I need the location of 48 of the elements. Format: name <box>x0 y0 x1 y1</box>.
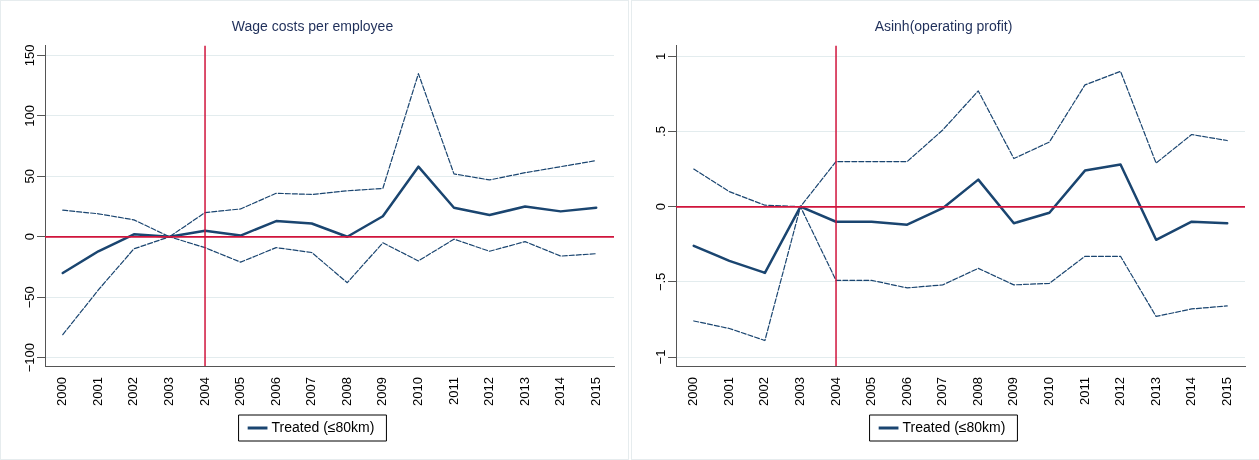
x-tick-label: 2001 <box>720 377 736 406</box>
legend-label: Treated (≤80km) <box>902 418 1006 435</box>
x-tick-label: 2000 <box>54 377 70 406</box>
x-tick-label: 2007 <box>303 377 319 406</box>
chart-title: Wage costs per employee <box>231 18 394 35</box>
x-tick-label: 2003 <box>792 377 808 406</box>
y-tick-label: −50 <box>22 286 38 309</box>
x-tick-label: 2007 <box>934 377 950 406</box>
x-tick-label: 2014 <box>1183 377 1199 406</box>
x-tick-label: 2006 <box>898 377 914 406</box>
y-tick-label: 100 <box>22 105 38 127</box>
x-tick-label: 2010 <box>409 377 425 406</box>
x-tick-label: 2006 <box>267 377 283 406</box>
x-tick-label: 2005 <box>863 377 879 406</box>
x-tick-label: 2012 <box>481 377 497 406</box>
x-tick-label: 2009 <box>374 377 390 406</box>
x-tick-label: 2015 <box>587 377 603 406</box>
x-tick-label: 2015 <box>1218 377 1234 406</box>
y-tick-label: −.5 <box>653 272 669 292</box>
x-tick-label: 2008 <box>338 377 354 406</box>
x-tick-label: 2011 <box>445 377 461 406</box>
x-tick-label: 2009 <box>1005 377 1021 406</box>
x-tick-label: 2002 <box>125 377 141 406</box>
y-tick-label: −100 <box>22 342 38 373</box>
x-tick-label: 2004 <box>827 377 843 406</box>
chart-title: Asinh(operating profit) <box>874 18 1013 35</box>
legend-label: Treated (≤80km) <box>271 418 375 435</box>
y-tick-label: 50 <box>22 169 38 184</box>
y-tick-label: −1 <box>653 349 669 365</box>
x-tick-label: 2011 <box>1076 377 1092 406</box>
x-tick-label: 2003 <box>161 377 177 406</box>
y-tick-label: .5 <box>653 126 669 137</box>
x-tick-label: 2014 <box>552 377 568 406</box>
y-tick-label: 0 <box>653 203 669 211</box>
y-tick-label: 150 <box>22 44 38 67</box>
x-tick-label: 2010 <box>1040 377 1056 406</box>
x-tick-label: 2001 <box>89 377 105 406</box>
x-tick-label: 2002 <box>756 377 772 406</box>
x-tick-label: 2013 <box>516 377 532 406</box>
x-tick-label: 2005 <box>232 377 248 406</box>
y-tick-label: 1 <box>653 52 669 60</box>
x-tick-label: 2000 <box>685 377 701 406</box>
line-series <box>62 236 597 336</box>
x-tick-label: 2013 <box>1147 377 1163 406</box>
y-tick-label: 0 <box>22 233 38 241</box>
x-tick-label: 2008 <box>969 377 985 406</box>
x-tick-label: 2004 <box>196 377 212 406</box>
x-tick-label: 2012 <box>1112 377 1128 406</box>
